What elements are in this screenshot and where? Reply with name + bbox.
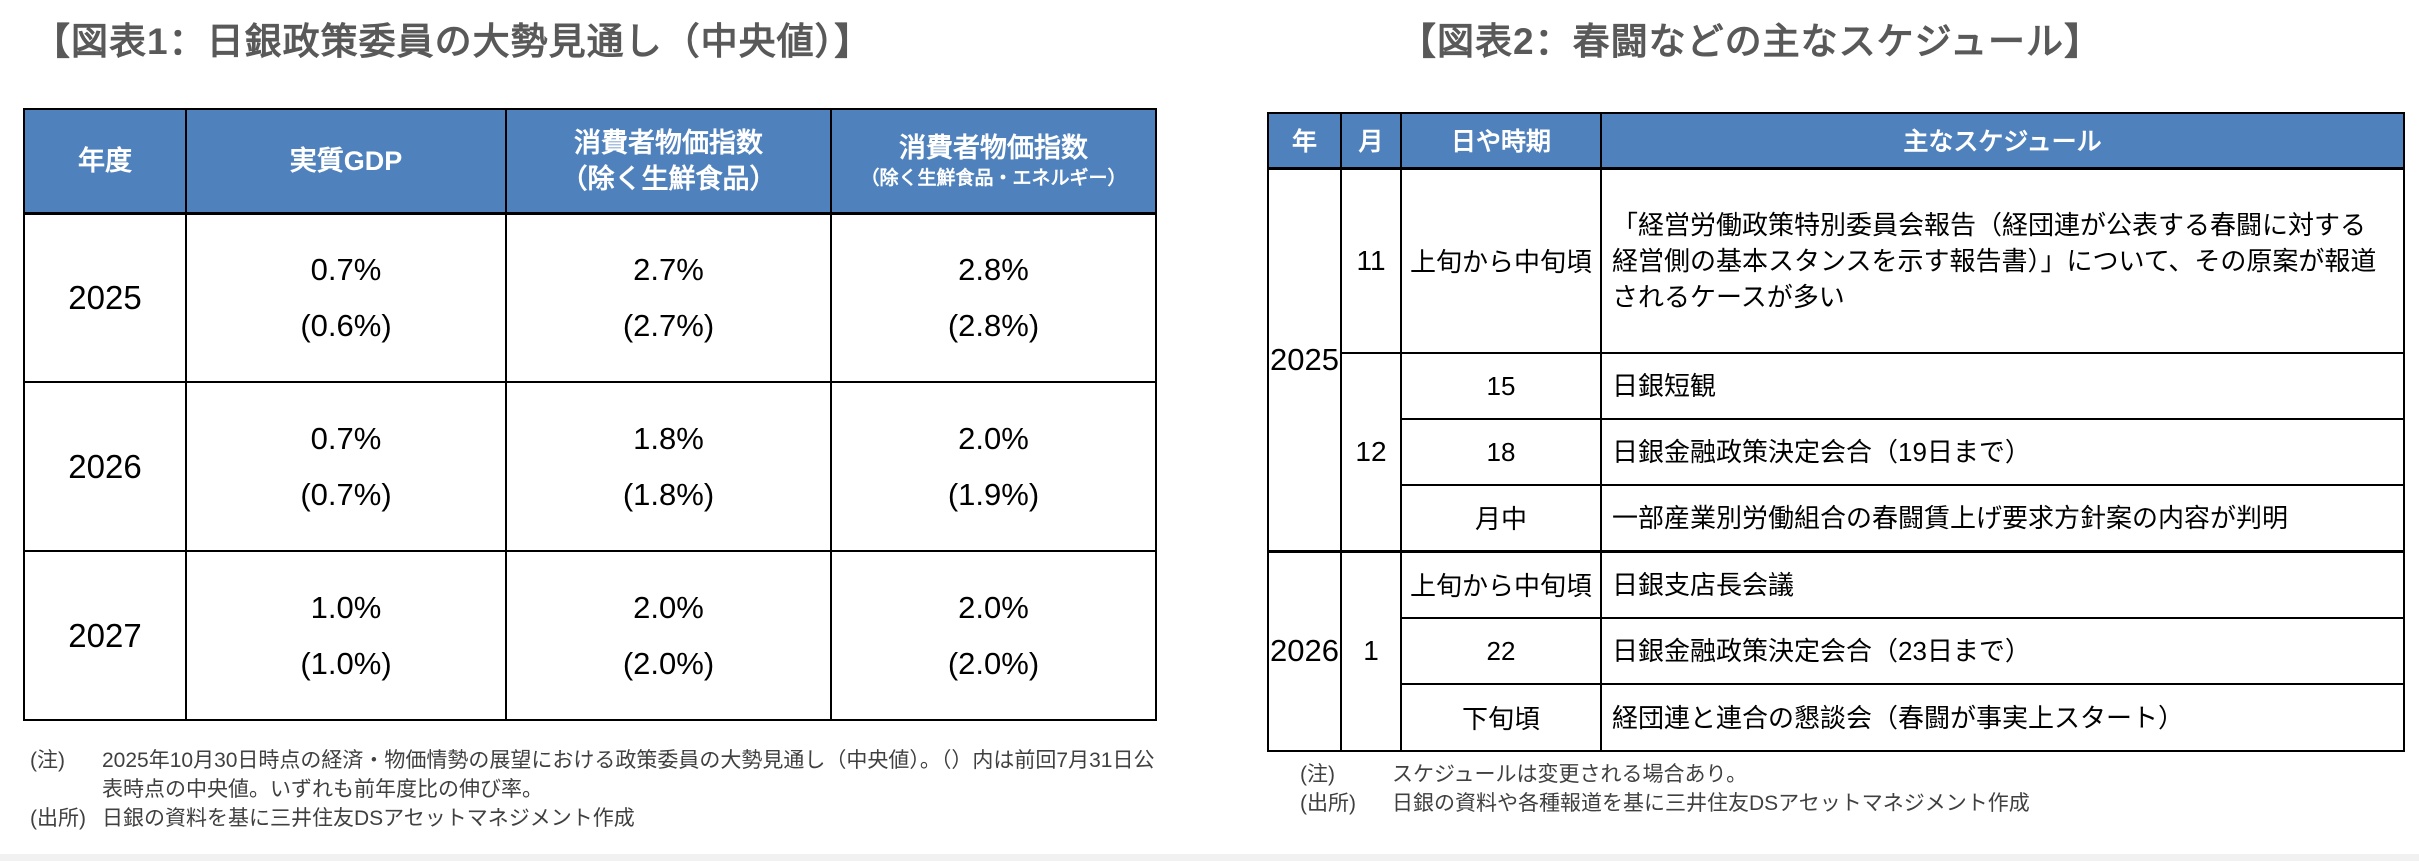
fy2027-cpi-cell: 2.0% (2.0%) [505,550,832,721]
cpi-header-line2: （除く生鮮食品） [560,163,777,194]
table-row: 18 日銀金融政策決定会合（19日まで） [1268,418,2405,486]
boj-outlook-table: 年度 実質GDP 消費者物価指数 （除く生鮮食品） 消費者物価指数 （除く生鮮食… [23,108,1157,721]
table-header-row: 年度 実質GDP 消費者物価指数 （除く生鮮食品） 消費者物価指数 （除く生鮮食… [23,108,1157,215]
fy2025-cpi-cell: 2.7% (2.7%) [505,212,832,383]
table-row: 2025 0.7% (0.6%) 2.7% (2.7%) 2.8% (2.8%) [23,212,1157,383]
table-row: 月中 一部産業別労働組合の春闘賃上げ要求方針案の内容が判明 [1268,484,2405,552]
fy2027-label: 2027 [23,550,187,721]
col-header-month: 月 [1340,112,1402,170]
table-row: 22 日銀金融政策決定会合（23日まで） [1268,617,2405,685]
note-line: (注) スケジュールは変更される場合あり。 [1300,760,2400,789]
day-cell: 上旬から中旬頃 [1400,549,1602,619]
gdp-value: 1.0% [310,589,382,625]
core-cpi-prev-value: (2.8%) [947,307,1040,343]
source-text: 日銀の資料や各種報道を基に三井住友DSアセットマネジメント作成 [1392,792,2030,815]
table-row: 12 15 日銀短観 [1268,352,2405,552]
fy2026-core-cpi-cell: 2.0% (1.9%) [830,381,1157,552]
table-header-row: 年 月 日や時期 主なスケジュール [1267,112,2405,170]
figure2-title: 【図表2：春闘などの主なスケジュール】 [1399,21,2102,62]
fy2025-gdp-cell: 0.7% (0.6%) [185,212,507,383]
schedule-cell: 日銀短観 [1600,352,2405,420]
note-line: (注) 2025年10月30日時点の経済・物価情勢の展望における政策委員の大勢見… [30,746,1165,804]
fy2026-gdp-cell: 0.7% (0.7%) [185,381,507,552]
table-row: 2025 11 上旬から中旬頃 「経営労働政策特別委員会報告（経団連が公表する春… [1267,167,2405,552]
shunto-schedule-table: 年 月 日や時期 主なスケジュール 2025 11 上旬から中旬頃 「経営労働政… [1267,112,2405,752]
cpi-header-line1: 消費者物価指数 [574,127,763,158]
year-2026-cell: 2026 [1267,549,1342,752]
cpi-prev-value: (1.8%) [622,476,715,512]
cpi-prev-value: (2.7%) [622,307,715,343]
note-label: (注) [30,749,65,772]
schedule-cell: 一部産業別労働組合の春闘賃上げ要求方針案の内容が判明 [1600,484,2405,552]
col-header-real-gdp: 実質GDP [185,108,507,215]
schedule-cell: 日銀支店長会議 [1600,549,2405,619]
core-cpi-header-line2: （除く生鮮食品・エネルギー） [860,167,1127,189]
note-text: スケジュールは変更される場合あり。 [1392,763,1748,786]
fy2026-label: 2026 [23,381,187,552]
month-1-cell: 1 [1340,549,1402,752]
gdp-prev-value: (0.6%) [300,307,392,343]
schedule-cell: 「経営労働政策特別委員会報告（経団連が公表する春闘に対する経営側の基本スタンスを… [1600,167,2405,354]
cpi-value: 2.7% [633,251,704,287]
fy2027-core-cpi-cell: 2.0% (2.0%) [830,550,1157,721]
col-header-day: 日や時期 [1400,112,1602,170]
core-cpi-value: 2.0% [958,420,1029,456]
fy2025-label: 2025 [23,212,187,383]
col-header-core-cpi: 消費者物価指数 （除く生鮮食品・エネルギー） [830,108,1157,215]
day-cell: 15 [1400,352,1602,420]
core-cpi-value: 2.0% [958,589,1029,625]
source-line: (出所) 日銀の資料を基に三井住友DSアセットマネジメント作成 [30,804,1165,833]
month-11-cell: 11 [1340,167,1402,354]
col-header-year: 年 [1267,112,1342,170]
fy2026-cpi-cell: 1.8% (1.8%) [505,381,832,552]
figure1-title: 【図表1：日銀政策委員の大勢見通し（中央値）】 [33,21,873,62]
source-line: (出所) 日銀の資料や各種報道を基に三井住友DSアセットマネジメント作成 [1300,789,2400,818]
cpi-prev-value: (2.0%) [622,645,715,681]
gdp-prev-value: (0.7%) [300,476,392,512]
schedule-cell: 日銀金融政策決定会合（23日まで） [1600,617,2405,685]
day-cell: 下旬頃 [1400,683,1602,752]
figure1-notes: (注) 2025年10月30日時点の経済・物価情勢の展望における政策委員の大勢見… [30,746,1165,833]
col-header-cpi: 消費者物価指数 （除く生鮮食品） [505,108,832,215]
table-row: 2026 1 上旬から中旬頃 日銀支店長会議 [1267,549,2405,752]
cpi-value: 1.8% [633,420,704,456]
cpi-value: 2.0% [633,589,704,625]
core-cpi-prev-value: (2.0%) [947,645,1040,681]
schedule-cell: 日銀金融政策決定会合（19日まで） [1600,418,2405,486]
schedule-cell: 経団連と連合の懇談会（春闘が事実上スタート） [1600,683,2405,752]
page-bottom-divider [0,854,2419,861]
source-label: (出所) [1300,792,1356,815]
year-2025-cell: 2025 [1267,167,1342,552]
col-header-schedule: 主なスケジュール [1600,112,2405,170]
source-text: 日銀の資料を基に三井住友DSアセットマネジメント作成 [102,807,635,830]
figure2-notes: (注) スケジュールは変更される場合あり。 (出所) 日銀の資料や各種報道を基に… [1300,760,2400,818]
gdp-prev-value: (1.0%) [300,645,392,681]
fy2025-core-cpi-cell: 2.8% (2.8%) [830,212,1157,383]
table-row: 2027 1.0% (1.0%) 2.0% (2.0%) 2.0% (2.0%) [23,550,1157,721]
table-row: 2026 0.7% (0.7%) 1.8% (1.8%) 2.0% (1.9%) [23,381,1157,552]
col-header-fiscal-year: 年度 [23,108,187,215]
day-cell: 22 [1400,617,1602,685]
core-cpi-prev-value: (1.9%) [947,476,1040,512]
day-cell: 月中 [1400,484,1602,552]
month-12-cell: 12 [1340,352,1402,552]
table-row: 下旬頃 経団連と連合の懇談会（春闘が事実上スタート） [1268,683,2405,752]
gdp-value: 0.7% [310,251,382,287]
core-cpi-header-line1: 消費者物価指数 [899,132,1088,163]
note-text: 2025年10月30日時点の経済・物価情勢の展望における政策委員の大勢見通し（中… [102,749,1155,801]
core-cpi-value: 2.8% [958,251,1029,287]
gdp-value: 0.7% [310,420,382,456]
note-label: (注) [1300,763,1335,786]
day-cell: 上旬から中旬頃 [1400,167,1602,354]
day-cell: 18 [1400,418,1602,486]
fy2027-gdp-cell: 1.0% (1.0%) [185,550,507,721]
source-label: (出所) [30,807,86,830]
